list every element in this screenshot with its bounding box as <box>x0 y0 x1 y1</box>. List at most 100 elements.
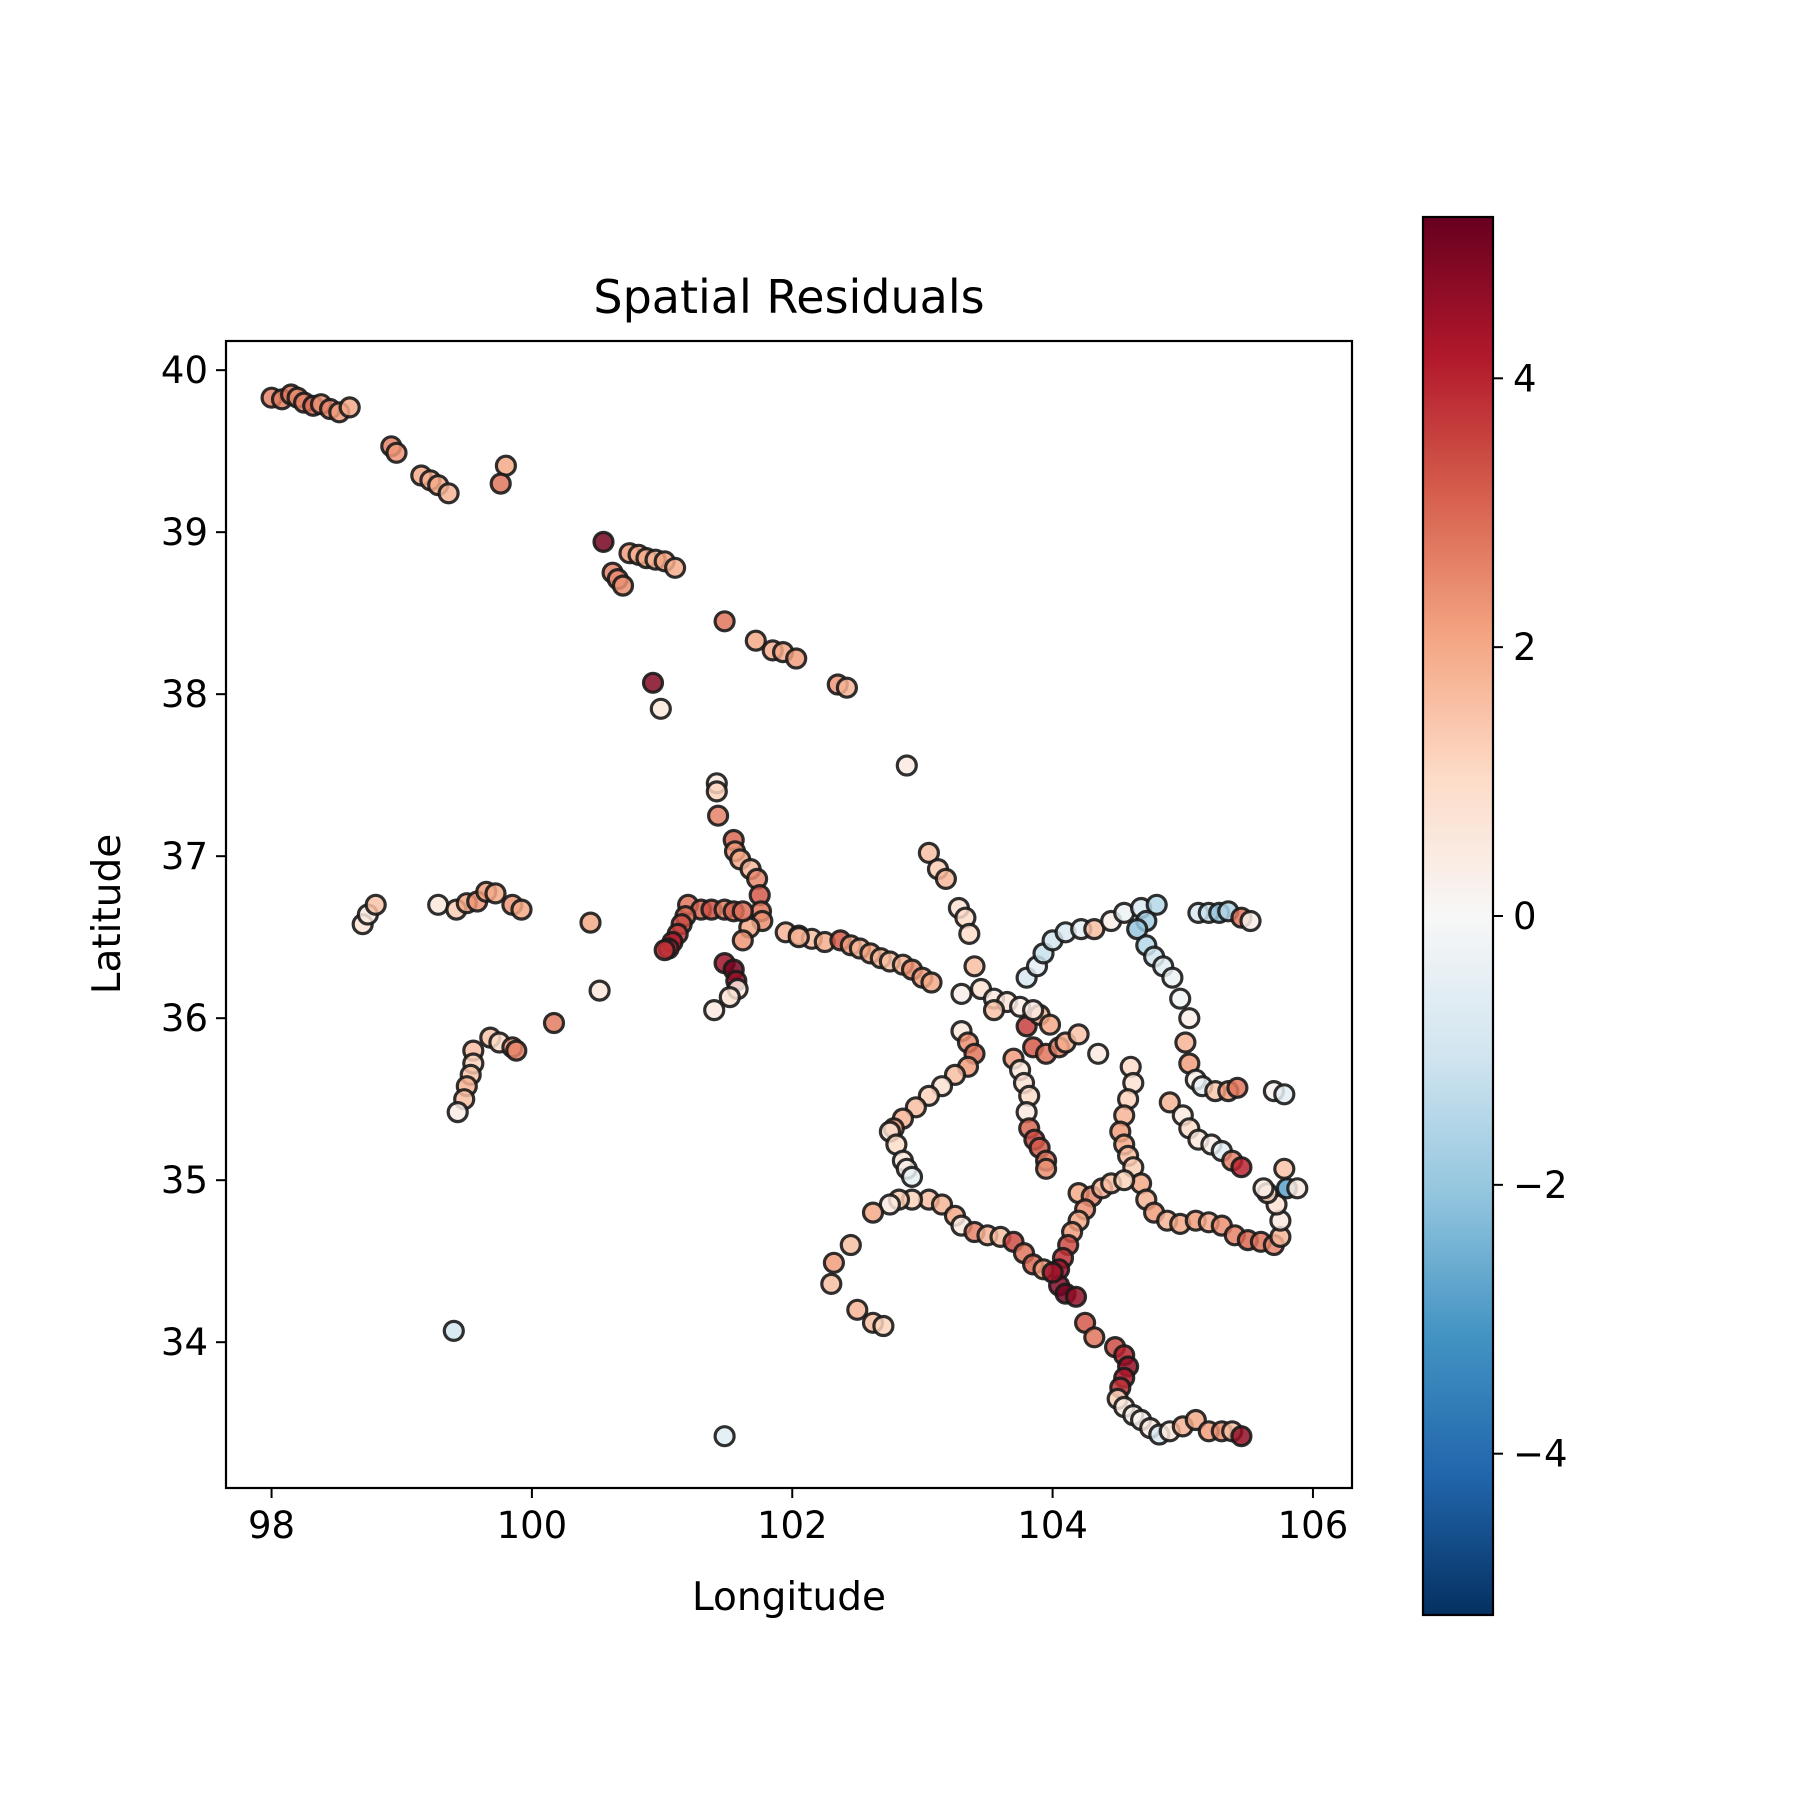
scatter-point <box>703 998 726 1022</box>
scatter-point <box>1169 987 1192 1010</box>
colorbar-tick-label: 2 <box>1513 626 1537 669</box>
scatter-point <box>839 1233 862 1257</box>
colorbar-tick-label: −4 <box>1513 1433 1568 1476</box>
colorbar-tick-label: 4 <box>1513 357 1537 400</box>
plot-frame <box>224 339 1354 1490</box>
x-tick-label: 104 <box>1017 1504 1088 1547</box>
colorbar-tick-label: −2 <box>1513 1164 1568 1207</box>
plot-area <box>224 339 1354 1490</box>
scatter-point <box>706 804 730 827</box>
colorbar-ticks: −4 −2 0 2 4 <box>1493 357 1568 1476</box>
scatter-point <box>963 955 986 978</box>
scatter-point <box>846 1298 869 1321</box>
scatter-point <box>872 1314 895 1338</box>
scatter-point <box>934 867 958 891</box>
scatter-point <box>917 841 941 865</box>
scatter-point <box>835 676 859 699</box>
scatter-point <box>1083 1326 1106 1349</box>
x-tick-label: 100 <box>497 1504 568 1547</box>
y-tick-label: 34 <box>161 1321 208 1364</box>
scatter-point <box>364 893 387 916</box>
scatter-point <box>446 1100 469 1124</box>
x-axis-label: Longitude <box>692 1575 886 1620</box>
y-tick-label: 36 <box>161 997 208 1040</box>
scatter-point <box>510 898 533 921</box>
scatter-point <box>592 530 615 554</box>
scatter-point <box>505 1039 528 1062</box>
scatter-point <box>958 922 981 946</box>
scatter-point <box>950 982 973 1006</box>
y-tick-label: 39 <box>161 511 208 554</box>
scatter-point <box>1239 909 1262 933</box>
scatter-point <box>489 472 512 495</box>
y-axis-label: Latitude <box>85 834 130 995</box>
scatter-point <box>731 929 754 952</box>
scatter-point <box>861 1201 885 1224</box>
scatter-point <box>442 1319 465 1343</box>
scatter-point <box>718 985 741 1009</box>
scatter-point <box>1067 1023 1090 1046</box>
scatter-point <box>895 754 918 777</box>
scatter-point <box>611 574 635 597</box>
scatter-point <box>982 998 1006 1022</box>
scatter-point <box>1273 1157 1296 1180</box>
scatter-point <box>579 911 602 934</box>
scatter-point <box>1174 1031 1197 1054</box>
scatter-point <box>1087 1042 1110 1065</box>
scatter-point <box>1252 1177 1275 1200</box>
scatter-point <box>542 1011 566 1035</box>
scatter-point <box>1158 1091 1181 1114</box>
x-axis: 98 100 102 104 106 <box>248 1488 1348 1547</box>
scatter-point <box>820 1272 843 1296</box>
scatter-point <box>920 971 943 994</box>
scatter-point <box>1273 1083 1296 1106</box>
scatter-point <box>663 556 687 579</box>
scatter-point <box>653 938 676 962</box>
scatter-point <box>705 780 728 803</box>
scatter-points <box>260 383 1309 1448</box>
scatter-point <box>744 629 767 652</box>
scatter-point <box>1230 1156 1253 1179</box>
scatter-point <box>1145 893 1168 916</box>
scatter-point <box>1041 1261 1064 1284</box>
scatter-point <box>731 900 754 923</box>
scatter-point <box>822 1251 846 1274</box>
y-tick-label: 37 <box>161 835 208 878</box>
scatter-point <box>1064 1285 1088 1308</box>
scatter-point <box>1286 1177 1309 1200</box>
colorbar-gradient <box>1421 215 1495 1617</box>
scatter-point <box>588 979 611 1002</box>
scatter-point <box>785 647 808 670</box>
scatter-point <box>1021 998 1045 1022</box>
scatter-point <box>494 454 517 477</box>
scatter-point <box>1230 1425 1253 1448</box>
scatter-point <box>1034 1157 1058 1180</box>
scatter-point <box>484 882 507 905</box>
scatter-point <box>649 697 672 720</box>
scatter-point <box>1113 1169 1136 1192</box>
y-tick-label: 40 <box>161 349 208 392</box>
scatter-point <box>713 1425 736 1448</box>
x-tick-label: 106 <box>1278 1504 1349 1547</box>
scatter-point <box>1038 1013 1062 1036</box>
x-tick-label: 102 <box>757 1504 828 1547</box>
colorbar-tick-label: 0 <box>1513 895 1537 938</box>
y-tick-label: 35 <box>161 1159 208 1202</box>
scatter-point <box>787 926 810 949</box>
scatter-point <box>437 482 460 505</box>
y-axis: 34 35 36 37 38 39 40 <box>161 349 226 1364</box>
scatter-point <box>427 893 450 916</box>
y-tick-label: 38 <box>161 673 208 716</box>
scatter-point <box>1161 966 1184 989</box>
chart-title: Spatial Residuals <box>593 270 984 324</box>
scatter-point <box>1226 1076 1249 1099</box>
scatter-point <box>1126 917 1149 941</box>
x-tick-label: 98 <box>248 1504 295 1547</box>
scatter-point <box>900 1165 924 1189</box>
scatter-point <box>713 610 736 633</box>
scatter-point <box>1178 1007 1201 1030</box>
scatter-point <box>641 671 665 694</box>
scatter-point <box>338 396 361 419</box>
